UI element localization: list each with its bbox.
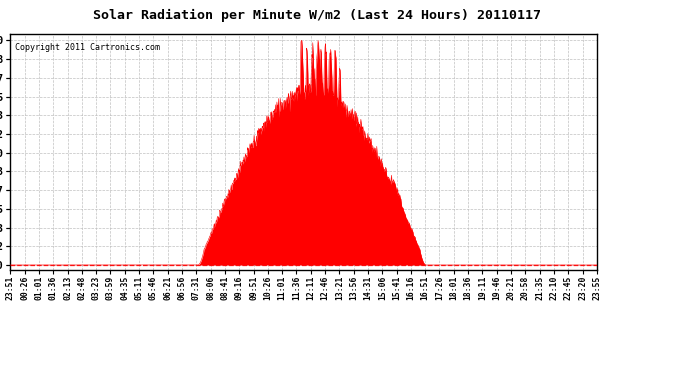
Text: Copyright 2011 Cartronics.com: Copyright 2011 Cartronics.com xyxy=(15,43,160,52)
Text: Solar Radiation per Minute W/m2 (Last 24 Hours) 20110117: Solar Radiation per Minute W/m2 (Last 24… xyxy=(93,9,542,22)
